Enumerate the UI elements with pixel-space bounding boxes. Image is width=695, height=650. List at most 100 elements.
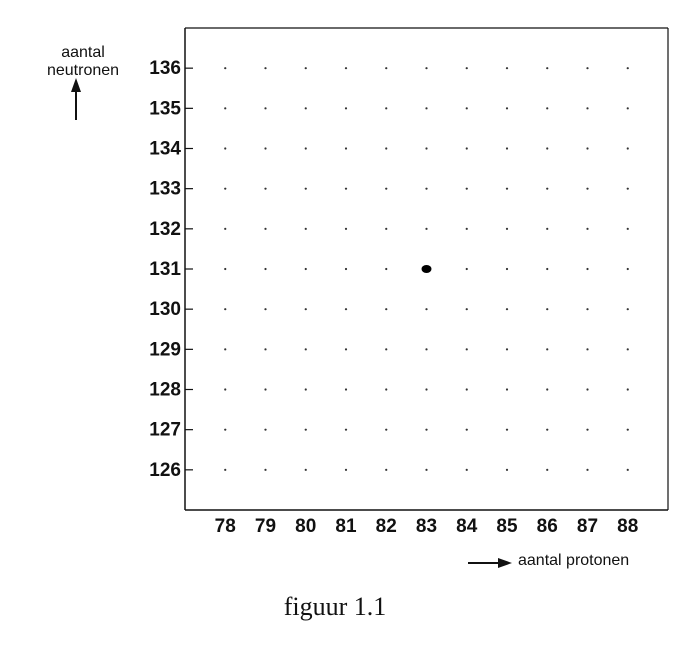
x-arrow-head [498, 558, 512, 568]
grid-dot [546, 388, 549, 391]
grid-dot [465, 227, 468, 230]
grid-dot [465, 267, 468, 271]
grid-dot [264, 147, 267, 150]
x-tick-label: 84 [456, 516, 478, 537]
grid-dot [304, 267, 307, 271]
x-tick-label: 88 [617, 516, 638, 537]
grid-dot [425, 227, 428, 230]
grid-dot [344, 107, 348, 110]
x-tick-label: 81 [335, 516, 357, 537]
grid-dot [304, 348, 307, 351]
grid-dot [546, 107, 549, 110]
grid-dot [344, 348, 348, 351]
grid-dot [626, 107, 629, 110]
grid-dot [385, 267, 388, 271]
grid-dot [546, 147, 549, 150]
grid-dot [425, 428, 428, 431]
y-tick-label: 136 [149, 58, 181, 79]
grid-dot [425, 348, 428, 351]
grid-dot [304, 428, 307, 431]
y-tick-label: 129 [149, 339, 181, 360]
grid-dot [385, 187, 388, 190]
grid-dot [626, 187, 629, 190]
grid-dot [505, 428, 509, 431]
grid-dot [465, 67, 468, 70]
grid-dot [385, 308, 388, 311]
grid-dot [465, 308, 468, 311]
grid-dot [425, 388, 428, 391]
y-tick-label: 133 [149, 179, 181, 200]
grid-dot [586, 147, 589, 150]
grid-dot [626, 67, 629, 70]
grid-dot [224, 267, 227, 271]
grid-dot [505, 388, 509, 391]
grid-dot [224, 67, 227, 70]
grid-dot [546, 348, 549, 351]
grid-dot [546, 187, 549, 190]
x-tick-label: 82 [376, 516, 397, 537]
grid-dot [224, 227, 227, 230]
grid-dot [264, 348, 267, 351]
grid-dot [344, 147, 348, 150]
x-tick-label: 87 [577, 516, 598, 537]
grid-dot [546, 428, 549, 431]
grid-dot [546, 308, 549, 311]
caption: figuur 1.1 [283, 592, 387, 621]
x-axis-label: aantal protonen [518, 552, 630, 569]
grid-dot [505, 348, 509, 351]
grid-dot [626, 348, 629, 351]
y-axis-label: aantal neutronen [46, 44, 120, 79]
grid-dot [385, 388, 388, 391]
grid-dot [344, 428, 348, 431]
grid-dot [425, 187, 428, 190]
grid-dot [385, 147, 388, 150]
grid-dot [465, 187, 468, 190]
y-arrow-head [71, 78, 81, 92]
grid-dot [385, 67, 388, 70]
grid-dot [264, 468, 267, 471]
grid-dot [304, 468, 307, 471]
y-tick-label: 126 [149, 460, 181, 481]
y-tick-label: 131 [149, 259, 181, 280]
grid-dot [465, 147, 468, 150]
grid-dot [505, 187, 509, 190]
grid-dot [546, 227, 549, 230]
y-tick-label: 130 [149, 299, 181, 320]
grid-dot [626, 227, 629, 230]
grid-dot [264, 67, 267, 70]
grid-dot [586, 468, 589, 471]
grid-dot [344, 388, 348, 391]
y-tick-label: 128 [149, 380, 181, 401]
grid-dot [586, 267, 589, 271]
grid-dot [626, 468, 629, 471]
grid-dot [344, 187, 348, 190]
grid-dot [264, 388, 267, 391]
x-tick-label: 80 [295, 516, 316, 537]
grid-dot [505, 468, 509, 471]
x-tick-label: 79 [255, 516, 276, 537]
grid-dot [425, 147, 428, 150]
grid-dot [385, 107, 388, 110]
grid-dot [546, 267, 549, 271]
grid-dot [304, 67, 307, 70]
grid-dot [304, 107, 307, 110]
grid-dot [586, 308, 589, 311]
grid-dot [224, 428, 227, 431]
grid-dot [304, 388, 307, 391]
grid-dot [465, 428, 468, 431]
grid-dot [304, 147, 307, 150]
grid-dot [586, 428, 589, 431]
grid-dot [626, 267, 629, 271]
x-tick-label: 85 [496, 516, 518, 537]
grid-dot [344, 227, 348, 230]
grid-dot [586, 107, 589, 110]
grid-dot [224, 107, 227, 110]
grid-dot [505, 267, 509, 271]
grid-dot [546, 468, 549, 471]
grid-dot [425, 468, 428, 471]
grid-dot [425, 107, 428, 110]
grid-dot [385, 428, 388, 431]
grid-dot [344, 67, 348, 70]
